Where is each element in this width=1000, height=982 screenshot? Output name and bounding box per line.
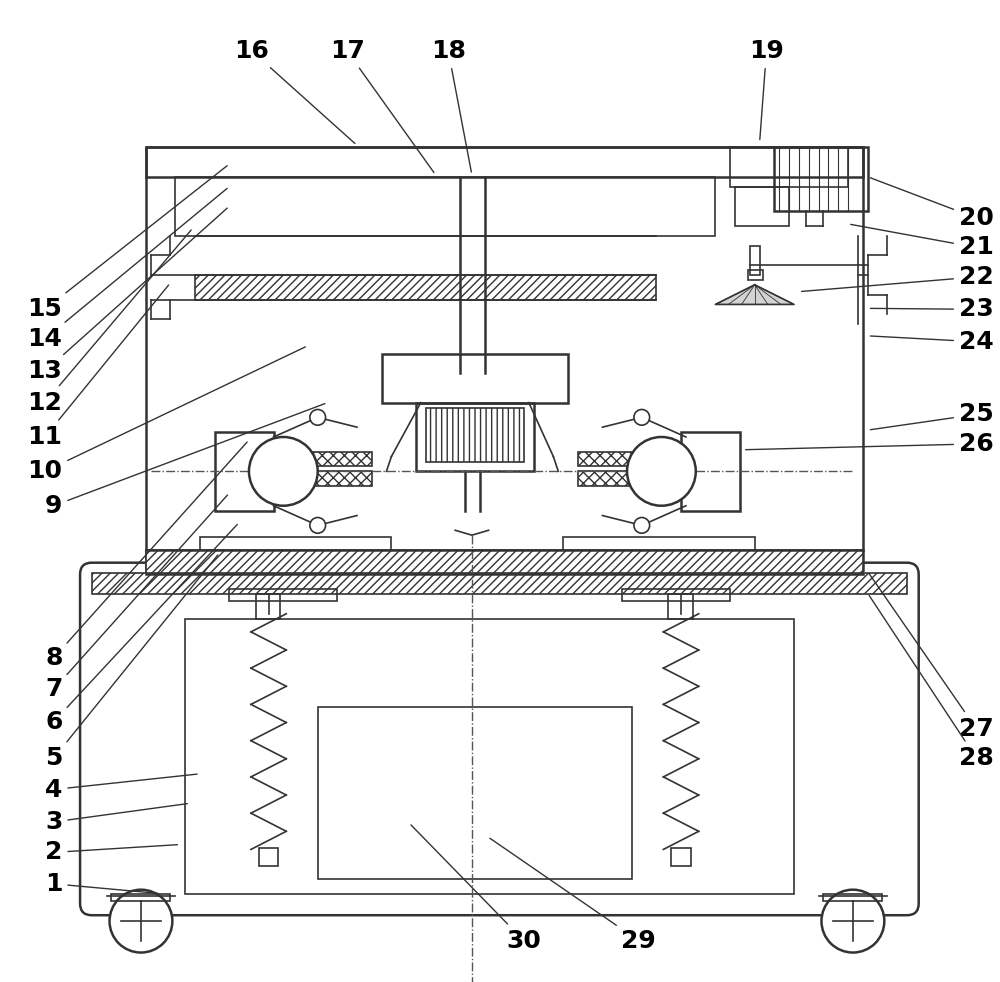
Bar xyxy=(256,594,280,619)
Bar xyxy=(195,275,656,300)
Text: 26: 26 xyxy=(746,432,994,456)
Text: 28: 28 xyxy=(869,595,994,770)
Circle shape xyxy=(627,437,696,506)
Text: 11: 11 xyxy=(27,285,169,449)
Circle shape xyxy=(821,890,884,953)
Text: 2: 2 xyxy=(45,841,177,864)
Bar xyxy=(578,471,642,486)
Text: 8: 8 xyxy=(45,442,247,670)
Bar xyxy=(735,187,789,226)
Bar xyxy=(146,147,863,570)
Polygon shape xyxy=(715,285,794,304)
Text: 22: 22 xyxy=(802,265,994,292)
Bar xyxy=(671,848,691,866)
Bar xyxy=(146,147,863,177)
Circle shape xyxy=(310,518,326,533)
Bar xyxy=(578,452,642,466)
Circle shape xyxy=(110,890,172,953)
Bar xyxy=(259,848,278,866)
Circle shape xyxy=(310,409,326,425)
Bar xyxy=(416,403,534,471)
Bar xyxy=(308,452,372,466)
Text: 4: 4 xyxy=(45,774,197,801)
Bar xyxy=(175,177,715,236)
Bar xyxy=(681,432,740,511)
Bar xyxy=(146,550,863,574)
FancyBboxPatch shape xyxy=(80,563,919,915)
Bar xyxy=(730,147,848,187)
Bar xyxy=(668,594,693,619)
Text: 16: 16 xyxy=(234,39,355,143)
Text: 21: 21 xyxy=(851,225,994,259)
Text: 23: 23 xyxy=(870,298,994,321)
Text: 13: 13 xyxy=(28,208,227,383)
Text: 6: 6 xyxy=(45,524,237,734)
Text: 20: 20 xyxy=(870,178,994,230)
Text: 29: 29 xyxy=(490,839,656,953)
Text: 7: 7 xyxy=(45,495,227,701)
Text: 19: 19 xyxy=(749,39,784,139)
Circle shape xyxy=(634,518,650,533)
Bar xyxy=(563,537,755,555)
Bar xyxy=(215,432,274,511)
Circle shape xyxy=(249,437,318,506)
Bar xyxy=(750,246,760,275)
Text: 9: 9 xyxy=(45,404,325,518)
Circle shape xyxy=(634,409,650,425)
Bar xyxy=(748,270,763,280)
Text: 15: 15 xyxy=(28,166,227,321)
Text: 14: 14 xyxy=(28,189,227,351)
Text: 5: 5 xyxy=(45,555,218,770)
Bar xyxy=(229,589,337,601)
Bar xyxy=(200,537,391,555)
Text: 1: 1 xyxy=(45,872,158,896)
Bar xyxy=(382,354,568,403)
Text: 17: 17 xyxy=(330,39,434,173)
Text: 10: 10 xyxy=(27,347,305,483)
Bar xyxy=(318,707,632,879)
Text: 25: 25 xyxy=(870,403,994,430)
Text: 3: 3 xyxy=(45,803,187,834)
Text: 18: 18 xyxy=(431,39,471,172)
Text: 30: 30 xyxy=(411,825,541,953)
Text: 27: 27 xyxy=(869,573,994,740)
Bar xyxy=(308,471,372,486)
Bar xyxy=(185,619,794,894)
Bar xyxy=(92,573,907,594)
Bar xyxy=(426,408,524,462)
Bar xyxy=(111,894,170,901)
Bar xyxy=(823,894,882,901)
Text: 24: 24 xyxy=(870,330,994,354)
Text: 12: 12 xyxy=(28,230,191,414)
Bar xyxy=(622,589,730,601)
Bar xyxy=(774,147,868,211)
